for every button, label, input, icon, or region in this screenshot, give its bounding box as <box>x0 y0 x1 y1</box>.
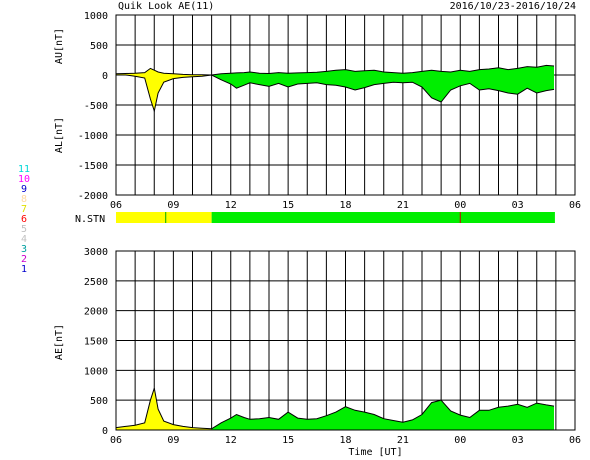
au-trace <box>115 64 555 76</box>
station-legend-number: 11 <box>18 164 30 175</box>
x-tick-label: 09 <box>167 435 179 446</box>
y-tick-label: 500 <box>90 41 108 52</box>
x-tick-label: 18 <box>339 435 351 446</box>
ae-panel <box>115 250 576 431</box>
au-al-fill-green <box>211 65 554 102</box>
y-tick-label: 2000 <box>84 307 108 318</box>
station-legend-number: 1 <box>21 264 27 275</box>
station-legend-number: 9 <box>21 184 27 195</box>
station-legend-number: 8 <box>21 194 27 205</box>
y-tick-label: 2500 <box>84 277 108 288</box>
y-tick-label: 1000 <box>84 11 108 22</box>
x-tick-label: 00 <box>454 200 466 211</box>
nstn-label: N.STN <box>75 214 105 225</box>
station-legend-number: 7 <box>21 204 27 215</box>
station-legend-number: 2 <box>21 254 27 265</box>
station-legend-number: 3 <box>21 244 27 255</box>
station-legend-number: 4 <box>21 234 27 245</box>
x-tick-label: 03 <box>512 200 524 211</box>
chart-date-range: 2016/10/23-2016/10/24 <box>449 1 576 12</box>
panel-frame <box>115 250 576 431</box>
y-tick-label: 3000 <box>84 247 108 258</box>
y-tick-label: -1000 <box>78 131 108 142</box>
ae-fill-green <box>211 400 554 430</box>
y-tick-label: 0 <box>102 71 108 82</box>
x-tick-label: 06 <box>110 435 122 446</box>
x-tick-label: 09 <box>167 200 179 211</box>
x-tick-label: 15 <box>282 200 294 211</box>
panel-frame <box>115 14 576 196</box>
nstn-segment <box>116 212 212 223</box>
y-tick-label: -2000 <box>78 191 108 202</box>
y-tick-label: -1500 <box>78 161 108 172</box>
station-legend-number: 10 <box>18 174 30 185</box>
y-tick-label: 1000 <box>84 366 108 377</box>
y-tick-label: 500 <box>90 396 108 407</box>
x-tick-label: 15 <box>282 435 294 446</box>
y-tick-label: 0 <box>102 426 108 437</box>
al-trace <box>116 74 555 113</box>
auVsAl-fill-yellow <box>116 68 212 111</box>
ae-trace <box>115 388 555 430</box>
x-tick-label: 21 <box>397 200 409 211</box>
x-tick-label: 06 <box>569 200 581 211</box>
au-al-panel <box>115 14 576 196</box>
al-axis-label: AL[nT] <box>54 117 65 153</box>
x-tick-label: 12 <box>225 435 237 446</box>
station-legend-number: 6 <box>21 214 27 225</box>
y-tick-label: -500 <box>84 101 108 112</box>
y-tick-label: 1500 <box>84 337 108 348</box>
au-axis-label: AU[nT] <box>54 28 65 64</box>
x-tick-label: 06 <box>110 200 122 211</box>
ae-axis-label: AE[nT] <box>54 324 65 360</box>
x-tick-label: 18 <box>339 200 351 211</box>
x-tick-label: 00 <box>454 435 466 446</box>
ae-fill-yellow <box>116 388 212 430</box>
x-tick-label: 06 <box>569 435 581 446</box>
station-legend-number: 5 <box>21 224 27 235</box>
nstn-segment <box>211 212 555 223</box>
x-tick-label: 12 <box>225 200 237 211</box>
x-tick-label: 03 <box>512 435 524 446</box>
x-axis-label: Time [UT] <box>348 447 402 458</box>
chart-title: Quik Look AE(11) <box>118 1 215 12</box>
x-tick-label: 21 <box>397 435 409 446</box>
